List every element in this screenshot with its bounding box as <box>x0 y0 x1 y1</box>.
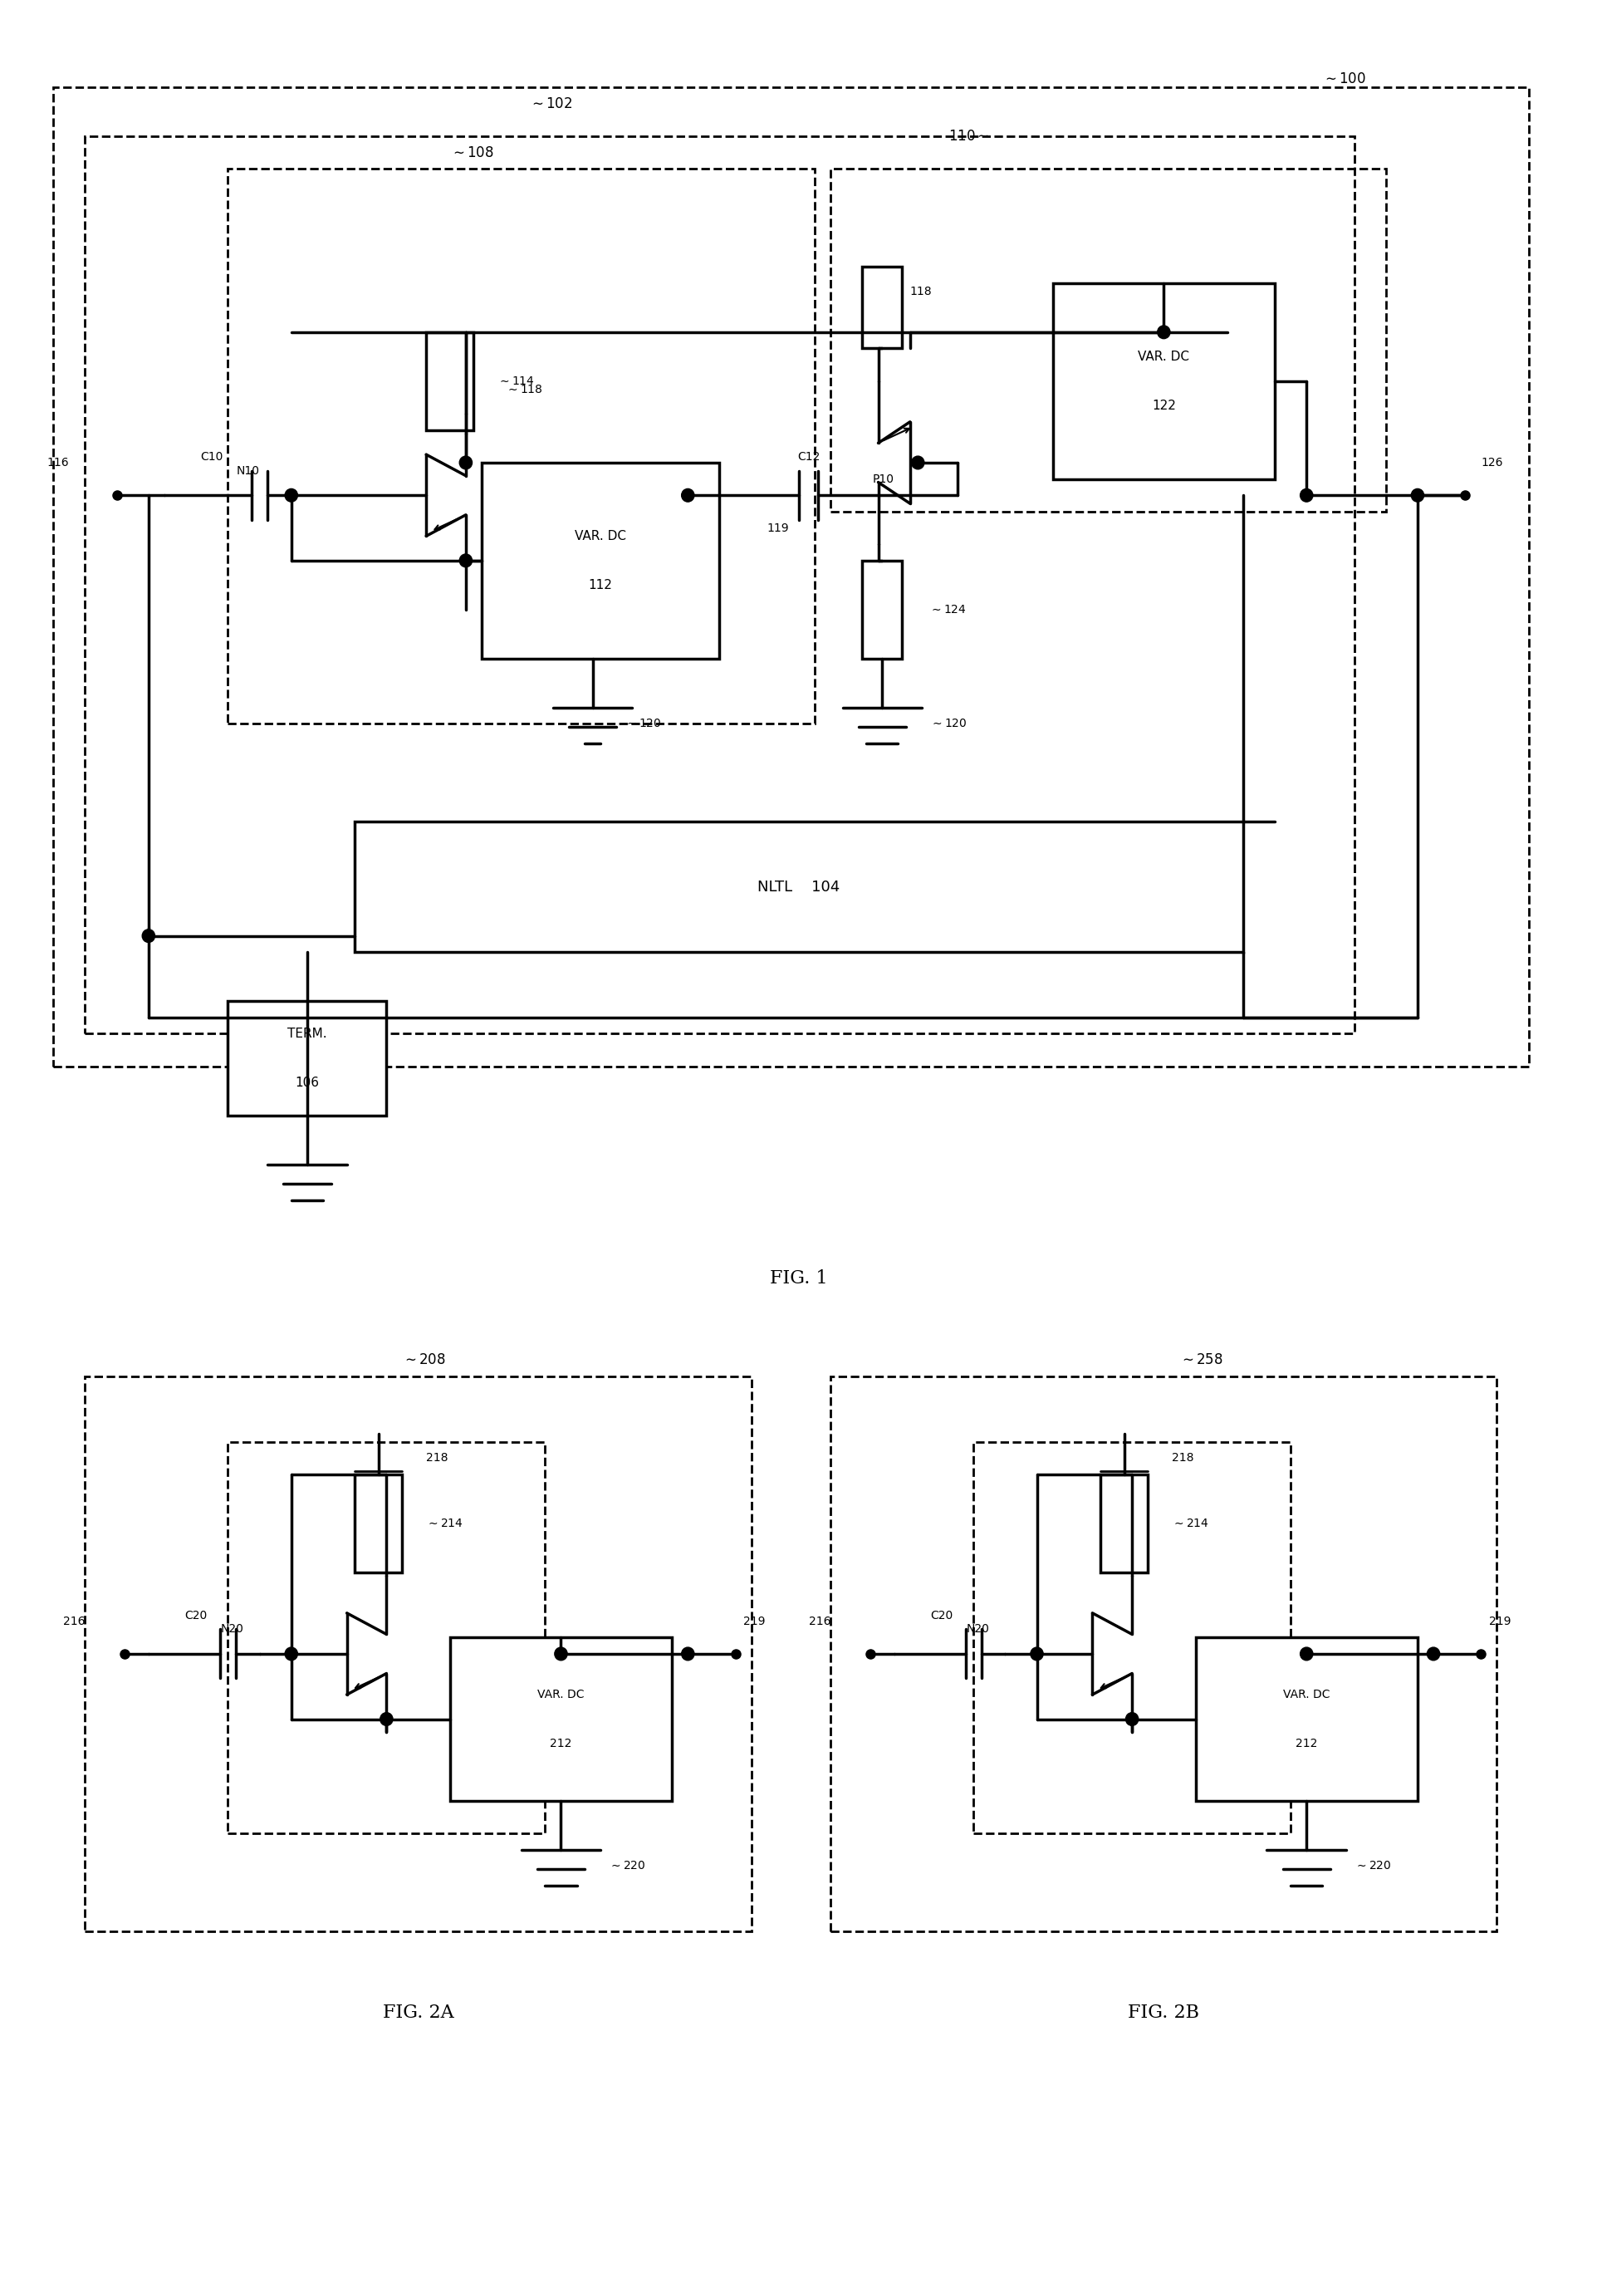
Text: FIG. 1: FIG. 1 <box>770 1270 827 1288</box>
Bar <box>1100 1474 1147 1573</box>
Bar <box>973 1442 1290 1832</box>
Circle shape <box>284 489 297 503</box>
Circle shape <box>682 489 693 503</box>
Text: N20: N20 <box>966 1623 989 1635</box>
Circle shape <box>910 457 923 468</box>
Text: 119: 119 <box>767 521 789 533</box>
Bar <box>426 333 473 429</box>
Text: 110$\mathsf{\sim}$: 110$\mathsf{\sim}$ <box>949 129 989 145</box>
Text: $\mathsf{\sim}$208: $\mathsf{\sim}$208 <box>402 1352 446 1368</box>
Text: N20: N20 <box>220 1623 244 1635</box>
Text: C12: C12 <box>797 450 819 464</box>
Circle shape <box>1156 326 1169 338</box>
Text: 122: 122 <box>1151 400 1175 411</box>
Text: VAR. DC: VAR. DC <box>575 530 626 542</box>
Circle shape <box>460 457 471 468</box>
Text: 212: 212 <box>1295 1738 1318 1750</box>
Text: C20: C20 <box>929 1609 952 1621</box>
Text: 112: 112 <box>588 579 612 592</box>
Circle shape <box>1426 1646 1439 1660</box>
Text: P10: P10 <box>872 473 894 484</box>
Text: 116: 116 <box>46 457 69 468</box>
Text: VAR. DC: VAR. DC <box>1137 351 1188 363</box>
Text: $\mathsf{\sim}$124: $\mathsf{\sim}$124 <box>928 604 966 615</box>
Text: C20: C20 <box>185 1609 208 1621</box>
Text: 218: 218 <box>1171 1451 1193 1465</box>
Text: 118: 118 <box>909 285 931 296</box>
Text: $\mathsf{\sim}$220: $\mathsf{\sim}$220 <box>1353 1860 1391 1871</box>
Circle shape <box>460 553 471 567</box>
Bar <box>53 87 1528 1065</box>
Bar <box>228 170 814 723</box>
Text: 218: 218 <box>426 1451 447 1465</box>
Text: 216: 216 <box>62 1616 85 1628</box>
Circle shape <box>142 930 155 941</box>
Text: VAR. DC: VAR. DC <box>537 1690 585 1701</box>
Circle shape <box>554 1646 567 1660</box>
Text: TERM.: TERM. <box>287 1029 327 1040</box>
Bar <box>481 464 719 659</box>
Circle shape <box>682 1646 693 1660</box>
Text: $\mathsf{\sim}$120: $\mathsf{\sim}$120 <box>929 719 966 730</box>
Circle shape <box>1410 489 1423 503</box>
Text: $\mathsf{\sim}$220: $\mathsf{\sim}$220 <box>608 1860 645 1871</box>
Text: 126: 126 <box>1480 457 1503 468</box>
Text: $\mathsf{\sim}$118: $\mathsf{\sim}$118 <box>505 383 543 395</box>
Text: $\mathsf{\sim}$108: $\mathsf{\sim}$108 <box>450 145 493 161</box>
Text: $\mathsf{\sim}$102: $\mathsf{\sim}$102 <box>529 96 573 110</box>
Text: 219: 219 <box>1488 1616 1511 1628</box>
Bar <box>1195 1637 1417 1800</box>
Text: $\mathsf{\sim}$114: $\mathsf{\sim}$114 <box>497 374 535 388</box>
Bar <box>228 1442 545 1832</box>
Text: NLTL    104: NLTL 104 <box>757 879 840 895</box>
Circle shape <box>1030 1646 1043 1660</box>
Text: C10: C10 <box>201 450 224 464</box>
Bar <box>355 1474 402 1573</box>
Circle shape <box>380 1713 393 1727</box>
Text: VAR. DC: VAR. DC <box>1282 1690 1329 1701</box>
Bar <box>830 1375 1496 1931</box>
Text: 219: 219 <box>743 1616 765 1628</box>
Circle shape <box>284 1646 297 1660</box>
Circle shape <box>1300 489 1313 503</box>
Text: $\mathsf{\sim}$100: $\mathsf{\sim}$100 <box>1322 71 1365 87</box>
Bar <box>355 822 1242 953</box>
Circle shape <box>1300 1646 1313 1660</box>
Text: $\mathsf{\sim}$258: $\mathsf{\sim}$258 <box>1179 1352 1223 1368</box>
Bar <box>85 1375 751 1931</box>
Text: $\mathsf{\sim}$120: $\mathsf{\sim}$120 <box>624 719 661 730</box>
Text: 212: 212 <box>549 1738 572 1750</box>
Text: $\mathsf{\sim}$214: $\mathsf{\sim}$214 <box>426 1518 463 1529</box>
Text: 106: 106 <box>295 1077 319 1088</box>
Bar <box>862 266 902 349</box>
Text: FIG. 2A: FIG. 2A <box>382 2004 454 2023</box>
Text: 216: 216 <box>808 1616 830 1628</box>
Bar <box>228 1001 386 1116</box>
Circle shape <box>1126 1713 1137 1727</box>
Text: $\mathsf{\sim}$214: $\mathsf{\sim}$214 <box>1171 1518 1209 1529</box>
Text: FIG. 2B: FIG. 2B <box>1127 2004 1199 2023</box>
Bar <box>450 1637 672 1800</box>
Text: N10: N10 <box>236 466 259 478</box>
Bar <box>830 170 1385 512</box>
Bar <box>1052 282 1274 480</box>
Bar <box>862 560 902 659</box>
Bar <box>85 135 1353 1033</box>
